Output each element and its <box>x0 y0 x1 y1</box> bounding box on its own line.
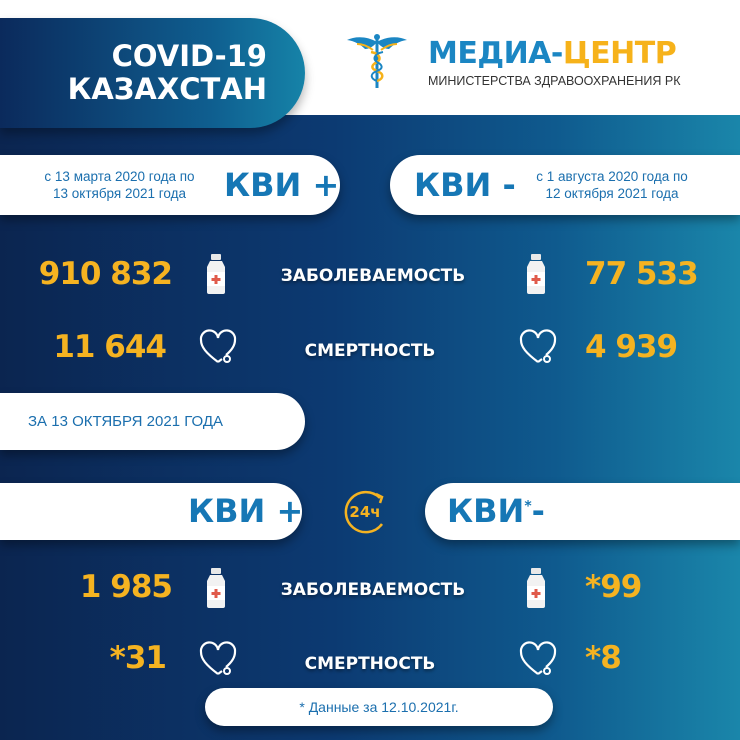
period-line1: с 1 августа 2020 года по <box>536 169 688 184</box>
daily-negative-label: КВИ*- <box>447 492 545 530</box>
bottle-icon <box>524 254 548 294</box>
date-pill <box>0 393 305 450</box>
deaths-label: СМЕРТНОСТЬ <box>304 654 436 674</box>
title-pill: COVID-19 КАЗАХСТАН <box>0 18 305 128</box>
label-suffix: - <box>531 492 545 530</box>
brand-part2: ЦЕНТР <box>562 36 677 71</box>
negative-cases: 77 533 <box>585 256 699 292</box>
daily-positive-deaths: *31 <box>109 640 167 676</box>
positive-deaths: 11 644 <box>53 329 167 365</box>
date-label: ЗА 13 ОКТЯБРЯ 2021 ГОДА <box>28 413 223 430</box>
brand-part1: МЕДИА- <box>428 36 563 71</box>
footnote: * Данные за 12.10.2021г. <box>299 699 459 715</box>
bottle-icon <box>204 568 228 608</box>
positive-period-pill <box>0 155 340 215</box>
negative-period: с 1 августа 2020 года по 12 октября 2021… <box>512 168 712 202</box>
24h-icon: 24ч <box>344 490 384 534</box>
period-line1: с 13 марта 2020 года по <box>44 169 195 184</box>
bottle-icon <box>204 254 228 294</box>
bottle-icon <box>524 568 548 608</box>
footnote-pill <box>205 688 553 726</box>
brand-name: МЕДИА-ЦЕНТР <box>428 36 677 71</box>
heart-icon <box>518 328 558 368</box>
daily-negative-deaths: *8 <box>585 640 622 676</box>
period-line2: 13 октября 2021 года <box>53 186 186 201</box>
deaths-label: СМЕРТНОСТЬ <box>304 341 436 361</box>
cases-label: ЗАБОЛЕВАЕМОСТЬ <box>280 580 466 600</box>
positive-period: с 13 марта 2020 года по 13 октября 2021 … <box>22 168 217 202</box>
24h-text: 24ч <box>349 503 380 521</box>
positive-cases: 910 832 <box>38 256 173 292</box>
cases-label: ЗАБОЛЕВАЕМОСТЬ <box>280 266 466 286</box>
negative-label: КВИ - <box>414 166 516 204</box>
positive-label: КВИ + <box>224 166 340 204</box>
negative-deaths: 4 939 <box>585 329 678 365</box>
negative-period-pill <box>390 155 740 215</box>
heart-icon <box>198 328 238 368</box>
label-star: * <box>524 498 532 515</box>
title-line1: COVID-19 <box>111 39 267 73</box>
daily-negative-pill <box>425 483 740 540</box>
heart-icon <box>518 640 558 680</box>
daily-positive-label: КВИ + <box>188 492 304 530</box>
caduceus-icon <box>347 34 407 88</box>
daily-positive-cases: 1 985 <box>79 569 173 605</box>
brand-subtitle: МИНИСТЕРСТВА ЗДРАВООХРАНЕНИЯ РК <box>428 74 681 88</box>
daily-negative-cases: *99 <box>585 569 642 605</box>
title-line2: КАЗАХСТАН <box>67 72 267 106</box>
heart-icon <box>198 640 238 680</box>
daily-positive-pill <box>0 483 302 540</box>
label-text: КВИ <box>447 492 525 530</box>
period-line2: 12 октября 2021 года <box>545 186 679 201</box>
